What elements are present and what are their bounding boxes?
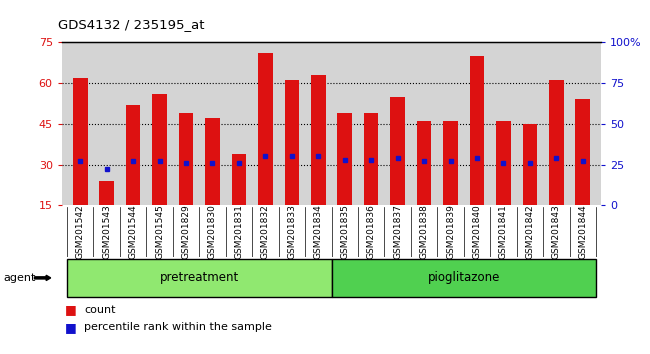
Bar bbox=[496, 121, 511, 205]
Text: GSM201837: GSM201837 bbox=[393, 204, 402, 259]
Text: GSM201542: GSM201542 bbox=[76, 205, 85, 259]
Text: percentile rank within the sample: percentile rank within the sample bbox=[84, 322, 272, 332]
Text: GDS4132 / 235195_at: GDS4132 / 235195_at bbox=[58, 18, 205, 31]
Text: GSM201829: GSM201829 bbox=[181, 205, 190, 259]
Text: GSM201838: GSM201838 bbox=[419, 204, 428, 259]
Bar bbox=[549, 80, 564, 205]
Text: GSM201834: GSM201834 bbox=[314, 205, 323, 259]
Bar bbox=[417, 121, 432, 205]
Text: GSM201831: GSM201831 bbox=[235, 204, 244, 259]
Bar bbox=[99, 181, 114, 205]
Bar bbox=[470, 56, 484, 205]
Text: GSM201844: GSM201844 bbox=[578, 205, 587, 259]
Text: GSM201835: GSM201835 bbox=[340, 204, 349, 259]
Text: agent: agent bbox=[3, 273, 36, 283]
Bar bbox=[391, 97, 405, 205]
Text: GSM201840: GSM201840 bbox=[473, 205, 482, 259]
Text: pioglitazone: pioglitazone bbox=[428, 270, 500, 284]
Bar bbox=[311, 75, 326, 205]
Bar bbox=[152, 94, 167, 205]
Bar bbox=[285, 80, 299, 205]
Text: count: count bbox=[84, 305, 116, 315]
Text: GSM201545: GSM201545 bbox=[155, 205, 164, 259]
Text: GSM201543: GSM201543 bbox=[102, 205, 111, 259]
Bar bbox=[231, 154, 246, 205]
Bar bbox=[443, 121, 458, 205]
Text: GSM201839: GSM201839 bbox=[446, 204, 455, 259]
Bar bbox=[179, 113, 193, 205]
Text: GSM201833: GSM201833 bbox=[287, 204, 296, 259]
Text: GSM201544: GSM201544 bbox=[129, 205, 138, 259]
Bar bbox=[364, 113, 378, 205]
Bar bbox=[337, 113, 352, 205]
Text: GSM201836: GSM201836 bbox=[367, 204, 376, 259]
Bar bbox=[258, 53, 272, 205]
Text: ■: ■ bbox=[65, 303, 77, 316]
Bar bbox=[73, 78, 88, 205]
Bar bbox=[205, 119, 220, 205]
FancyBboxPatch shape bbox=[67, 259, 332, 297]
Bar bbox=[575, 99, 590, 205]
FancyBboxPatch shape bbox=[332, 259, 596, 297]
Text: GSM201843: GSM201843 bbox=[552, 205, 561, 259]
Text: GSM201842: GSM201842 bbox=[525, 205, 534, 259]
Text: GSM201841: GSM201841 bbox=[499, 205, 508, 259]
Text: GSM201832: GSM201832 bbox=[261, 205, 270, 259]
Bar bbox=[126, 105, 140, 205]
Text: ■: ■ bbox=[65, 321, 77, 334]
Text: pretreatment: pretreatment bbox=[160, 270, 239, 284]
Bar bbox=[523, 124, 537, 205]
Text: GSM201830: GSM201830 bbox=[208, 204, 217, 259]
